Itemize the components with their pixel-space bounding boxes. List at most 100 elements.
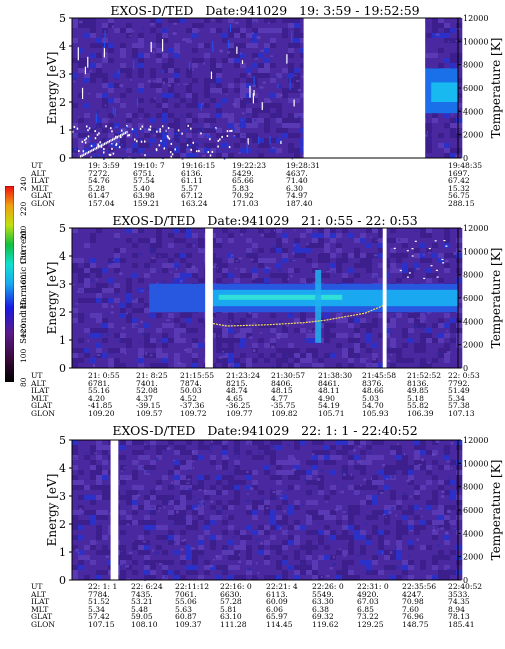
- ephemeris-value: 163.24: [181, 198, 208, 208]
- ephemeris-value: 4.77: [271, 393, 288, 403]
- ephemeris-value: 119.62: [312, 619, 339, 629]
- ephemeris-value: 22:11:12: [175, 582, 210, 591]
- spike-mark: [253, 75, 255, 86]
- spike-mark: [227, 40, 230, 49]
- ephemeris-value: -37.36: [180, 401, 205, 411]
- ephemeris-value: 185.41: [448, 619, 475, 629]
- y-tick-label: 5: [59, 222, 66, 235]
- y-tick-label: 3: [59, 278, 66, 291]
- ephemeris-value: 109.77: [226, 408, 253, 418]
- spike-mark: [112, 106, 114, 115]
- ephemeris-value: 109.82: [271, 408, 298, 418]
- ephemeris-value: 57.42: [88, 612, 110, 622]
- spike-mark: [118, 69, 120, 75]
- ephemeris-label: ALT: [31, 589, 46, 599]
- ephemeris-value: 54.19: [318, 401, 340, 411]
- spike-mark: [95, 113, 97, 124]
- spike-mark: [188, 61, 191, 71]
- ephemeris-value: 57.28: [220, 597, 242, 607]
- y2-axis-label: Temperature [K]: [489, 460, 503, 561]
- ephemeris-value: 5.57: [181, 183, 198, 193]
- ephemeris-value: 4.90: [318, 393, 335, 403]
- data-gap: [303, 18, 426, 158]
- ephemeris-value: 48.11: [318, 386, 340, 396]
- y2-tick-label: 8000: [463, 271, 483, 280]
- ephemeris-value: 21:23:24: [226, 371, 261, 380]
- ephemeris-value: 22:26: 0: [312, 582, 344, 591]
- ephemeris-value: 51.52: [88, 597, 110, 607]
- spike-mark: [136, 98, 139, 107]
- y2-tick-label: 10000: [463, 459, 488, 468]
- ephemeris-value: 59.05: [131, 612, 153, 622]
- ephemeris-value: 21: 8:25: [136, 371, 168, 380]
- y-tick-label: 1: [59, 124, 66, 137]
- ephemeris-value: 65.97: [266, 612, 288, 622]
- y2-tick-label: 6000: [463, 506, 483, 515]
- data-gap: [205, 228, 213, 368]
- y2-tick-label: 2000: [463, 553, 483, 562]
- y-axis-label: Energy [eV]: [45, 52, 59, 125]
- ephemeris-value: 7272.: [88, 168, 110, 178]
- instrument-name: EXOS-D/TED: [112, 213, 196, 228]
- ephemeris-value: 22:16: 0: [220, 582, 252, 591]
- time-range: 19: 3:59 - 19:52:59: [299, 3, 420, 18]
- y-tick-label: 4: [59, 250, 66, 263]
- ephemeris-value: -41.85: [88, 401, 113, 411]
- spike-mark: [293, 99, 295, 107]
- ephemeris-value: 106.39: [407, 408, 434, 418]
- ephemeris-value: 5.63: [175, 604, 192, 614]
- ephemeris-value: 4.52: [180, 393, 197, 403]
- ephemeris-value: 5.83: [232, 183, 249, 193]
- ephemeris-value: 61.11: [181, 176, 203, 186]
- y2-tick-label: 12000: [463, 224, 488, 233]
- ephemeris-label: ILAT: [31, 176, 50, 186]
- ephemeris-value: 4637.: [286, 168, 308, 178]
- ephemeris-value: 109.72: [180, 408, 207, 418]
- ephemeris-value: 6113.: [266, 589, 288, 599]
- ephemeris-value: 8215.: [226, 378, 248, 388]
- ephemeris-value: 6.06: [266, 604, 283, 614]
- y-tick-label: 4: [59, 40, 66, 53]
- ephemeris-value: 7874.: [180, 378, 202, 388]
- spike-mark: [249, 85, 251, 98]
- spike-mark: [280, 140, 282, 145]
- ephemeris-value: 109.37: [175, 619, 202, 629]
- y-axis-label: Energy [eV]: [45, 262, 59, 335]
- ephemeris-value: 22:40:52: [448, 582, 483, 591]
- ephemeris-label: ALT: [31, 168, 46, 178]
- ephemeris-value: 70.98: [402, 597, 424, 607]
- ephemeris-value: 57.54: [133, 176, 155, 186]
- y2-axis-label: Temperature [K]: [489, 38, 503, 139]
- spike-mark: [269, 135, 271, 145]
- ephemeris-label: GLAT: [31, 401, 53, 411]
- y2-tick-label: 0: [463, 154, 468, 163]
- y-tick-label: 3: [59, 68, 66, 81]
- ephemeris-value: 54.70: [362, 401, 384, 411]
- y-tick-label: 2: [59, 96, 66, 109]
- ephemeris-value: 19:16:15: [181, 161, 216, 170]
- ephemeris-value: 55.82: [407, 401, 429, 411]
- spike-mark: [212, 40, 214, 53]
- ephemeris-label: GLAT: [31, 612, 53, 622]
- spike-mark: [114, 108, 116, 117]
- ephemeris-value: 67.42: [448, 176, 470, 186]
- ephemeris-value: 159.21: [133, 198, 160, 208]
- ephemeris-value: 157.04: [88, 198, 115, 208]
- ephemeris-label: ALT: [31, 378, 46, 388]
- ephemeris-label: UT: [31, 371, 43, 380]
- ephemeris-value: 61.47: [88, 191, 110, 201]
- instrument-name: EXOS-D/TED: [112, 423, 196, 438]
- panel-title: EXOS-D/TED Date:941029 21: 0:55 - 22: 0:…: [70, 213, 460, 228]
- y-tick-label: 5: [59, 434, 66, 447]
- ephemeris-value: 4920.: [357, 589, 379, 599]
- ephemeris-value: 63.10: [220, 612, 242, 622]
- ephemeris-value: 5.34: [448, 393, 465, 403]
- ephemeris-value: 1697.: [448, 168, 470, 178]
- heatmap-area: [72, 440, 463, 582]
- spike-mark: [77, 47, 79, 61]
- ephemeris-value: 55.06: [175, 597, 197, 607]
- ephemeris-value: 19:48:35: [448, 161, 483, 170]
- spike-mark: [247, 138, 249, 145]
- ephemeris-value: 63.98: [133, 191, 155, 201]
- y2-tick-label: 12000: [463, 436, 488, 445]
